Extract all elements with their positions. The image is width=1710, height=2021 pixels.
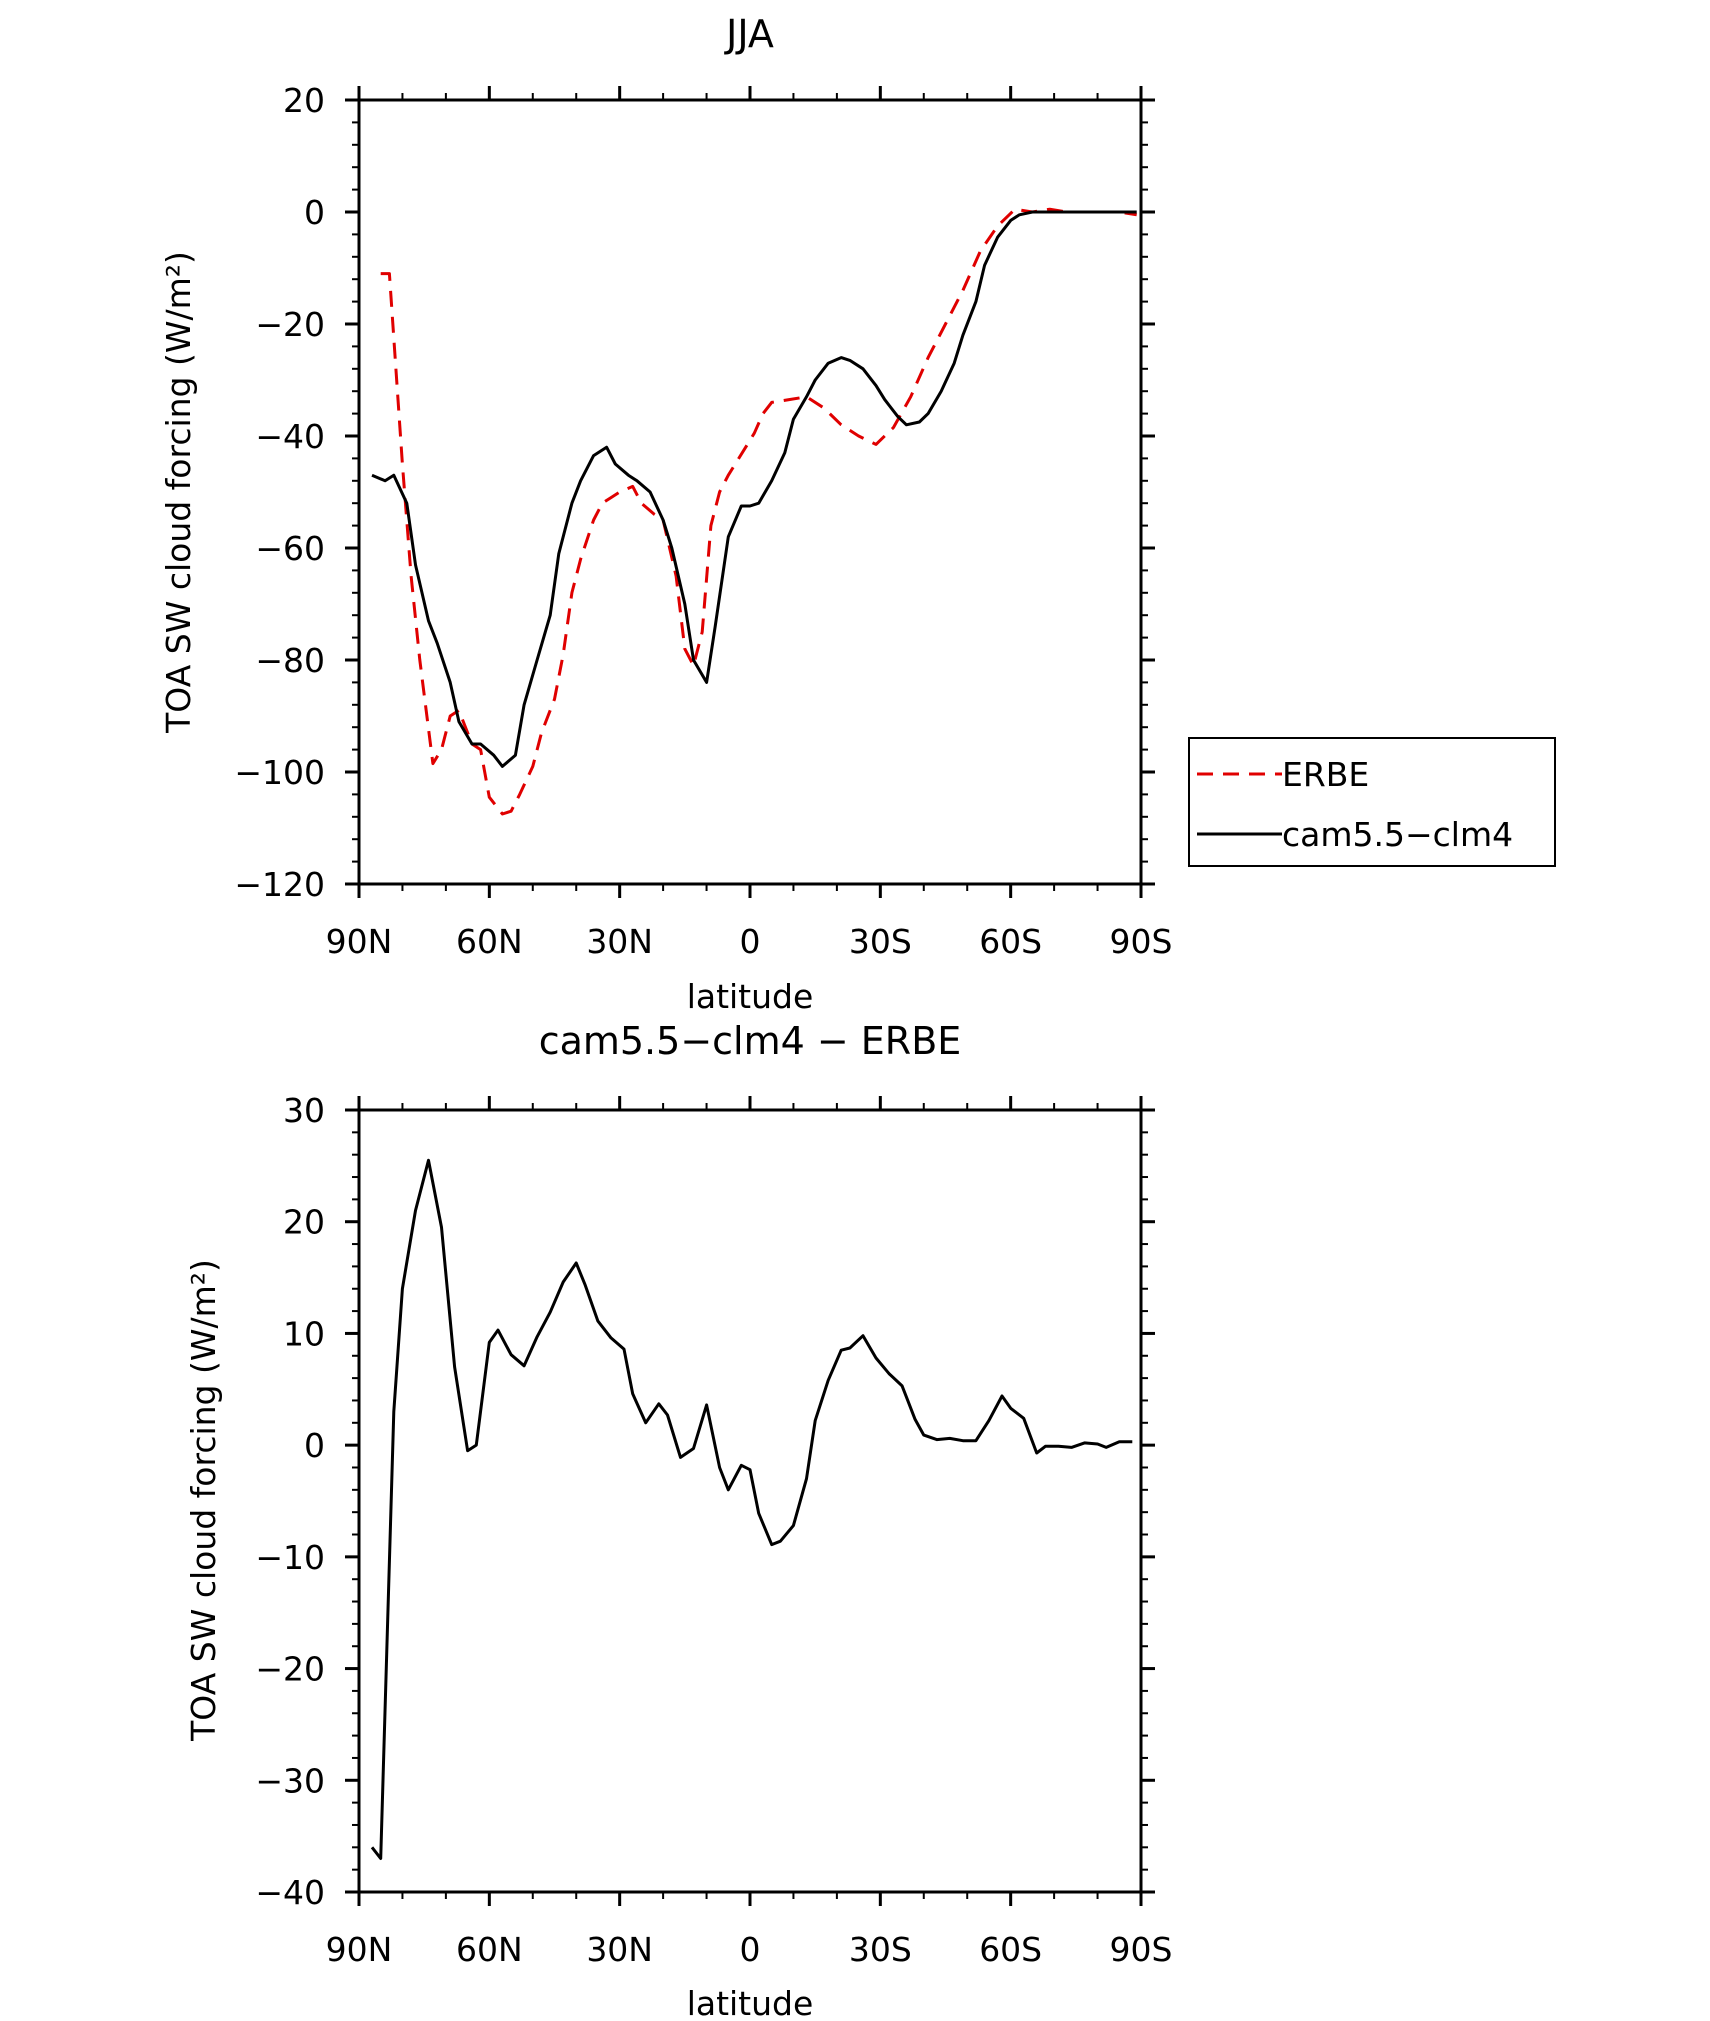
- bottom-y-tick-label: −30: [255, 1761, 325, 1800]
- top-x-tick-label: 60S: [979, 922, 1042, 961]
- top-y-tick-label: −40: [255, 417, 325, 456]
- bottom-y-axis-label: TOA SW cloud forcing (W/m²): [184, 1259, 223, 1742]
- bottom-x-tick-label: 90S: [1110, 1930, 1173, 1969]
- bottom-x-tick-label: 30S: [849, 1930, 912, 1969]
- bottom-y-tick-label: −20: [255, 1650, 325, 1689]
- top-series-line-cam5-5-clm4: [371, 210, 1137, 768]
- bottom-y-tick-label: 30: [283, 1091, 325, 1130]
- top-y-tick-label: 20: [283, 81, 325, 120]
- top-y-tick-label: −100: [234, 753, 325, 792]
- top-x-tick-label: 0: [740, 922, 761, 961]
- top-y-tick-label: −80: [255, 641, 325, 680]
- legend-label-erbe: ERBE: [1282, 755, 1369, 794]
- top-x-tick-label: 90N: [326, 922, 393, 961]
- top-y-tick-label: 0: [304, 193, 325, 232]
- top-x-tick-label: 30N: [586, 922, 653, 961]
- bottom-chart-title: cam5.5−clm4 − ERBE: [539, 1019, 962, 1063]
- top-x-tick-label: 90S: [1110, 922, 1173, 961]
- top-y-tick-label: −120: [234, 865, 325, 904]
- bottom-y-tick-label: 10: [283, 1314, 325, 1353]
- bottom-chart-panel: cam5.5−clm4 − ERBE 3020100−10−20−30−4090…: [184, 1019, 1172, 2021]
- top-chart-title: JJA: [724, 12, 774, 56]
- top-y-axis-label: TOA SW cloud forcing (W/m²): [159, 251, 198, 734]
- top-x-axis-label: latitude: [687, 977, 814, 1016]
- bottom-x-tick-label: 60S: [979, 1930, 1042, 1969]
- top-x-tick-label: 30S: [849, 922, 912, 961]
- top-y-tick-label: −20: [255, 305, 325, 344]
- bottom-x-tick-label: 60N: [456, 1930, 523, 1969]
- top-x-tick-label: 60N: [456, 922, 523, 961]
- bottom-x-tick-label: 90N: [326, 1930, 393, 1969]
- bottom-series-line-difference: [370, 1158, 1133, 1860]
- bottom-y-tick-label: 20: [283, 1203, 325, 1242]
- legend-label-cam: cam5.5−clm4: [1282, 815, 1513, 854]
- legend-box: [1188, 737, 1556, 867]
- bottom-y-tick-label: −10: [255, 1538, 325, 1577]
- bottom-x-axis-label: latitude: [687, 1984, 814, 2021]
- top-y-tick-label: −60: [255, 529, 325, 568]
- top-chart-legend: ERBE cam5.5−clm4: [1188, 737, 1556, 867]
- top-series-line-erbe: [380, 207, 1137, 816]
- bottom-x-tick-label: 30N: [586, 1930, 653, 1969]
- bottom-y-tick-label: −40: [255, 1873, 325, 1912]
- bottom-y-tick-label: 0: [304, 1426, 325, 1465]
- bottom-x-tick-label: 0: [740, 1930, 761, 1969]
